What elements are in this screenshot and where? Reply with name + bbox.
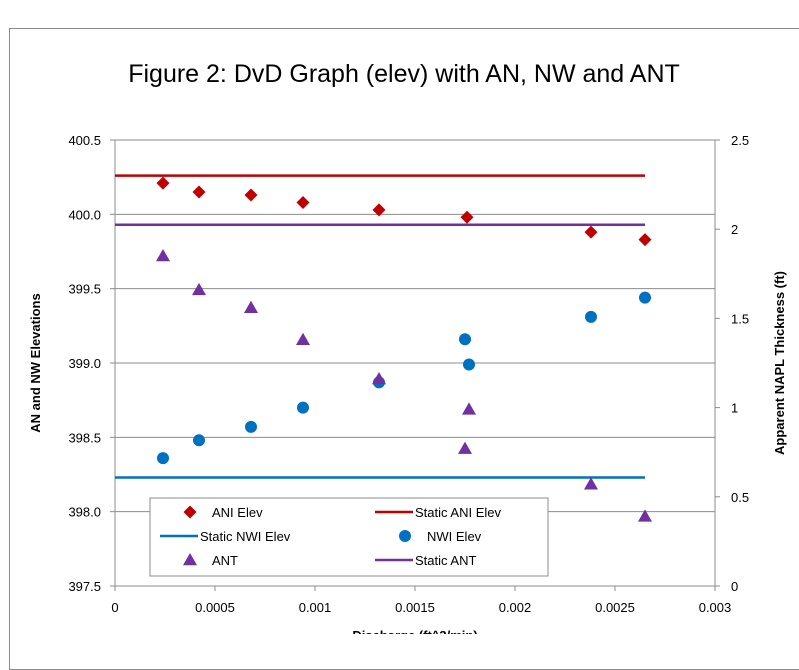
nwi-elev-point bbox=[639, 291, 651, 304]
nwi-elev-point bbox=[459, 333, 471, 346]
ant-point bbox=[372, 372, 386, 385]
legend-swatch-ant bbox=[183, 553, 197, 566]
ani-elev-point bbox=[460, 210, 474, 224]
legend-label-static-ani-elev: Static ANI Elev bbox=[415, 505, 501, 520]
x-tick-label: 0 bbox=[111, 600, 118, 615]
y-tick-label: 400.0 bbox=[68, 207, 101, 222]
x-tick-label: 0.0005 bbox=[195, 600, 235, 615]
ant-point bbox=[462, 402, 476, 415]
ani-elev-point bbox=[244, 188, 258, 202]
legend-label-static-ant: Static ANT bbox=[415, 553, 476, 568]
ant-point bbox=[584, 477, 598, 490]
legend-label-ani-elev: ANI Elev bbox=[212, 505, 263, 520]
legend-swatch-ani-elev bbox=[183, 505, 197, 519]
y-axis-label: AN and NW Elevations bbox=[28, 293, 43, 432]
y-tick-label: 399.0 bbox=[68, 356, 101, 371]
x-axis-label: Discharge (ft^3/min) bbox=[352, 628, 477, 634]
ani-elev-point bbox=[192, 185, 206, 199]
legend-swatch-nwi-elev bbox=[399, 530, 411, 542]
x-tick-label: 0.001 bbox=[299, 600, 332, 615]
x-tick-label: 0.0025 bbox=[595, 600, 635, 615]
chart-title: Figure 2: DvD Graph (elev) with AN, NW a… bbox=[128, 60, 680, 88]
nwi-elev-point bbox=[297, 401, 309, 414]
ani-elev-point bbox=[584, 225, 598, 239]
y2-tick-label: 1 bbox=[731, 401, 738, 416]
ant-point bbox=[244, 300, 258, 313]
y2-tick-label: 2 bbox=[731, 222, 738, 237]
ant-point bbox=[192, 282, 206, 296]
y2-axis-label: Apparent NAPL Thickness (ft) bbox=[772, 271, 787, 455]
nwi-elev-point bbox=[585, 310, 597, 323]
ani-elev-point bbox=[372, 203, 386, 217]
y-tick-label: 400.5 bbox=[68, 133, 101, 148]
y2-tick-label: 0.5 bbox=[731, 490, 749, 505]
ant-point bbox=[296, 332, 310, 346]
y2-tick-label: 0 bbox=[731, 579, 738, 594]
x-tick-label: 0.0015 bbox=[395, 600, 435, 615]
legend-box bbox=[149, 497, 549, 577]
ant-point bbox=[638, 509, 652, 522]
y-tick-label: 398.0 bbox=[68, 505, 101, 520]
ani-elev-point bbox=[156, 176, 170, 190]
ani-elev-point bbox=[296, 195, 310, 209]
y-tick-label: 399.5 bbox=[68, 282, 101, 297]
x-tick-label: 0.002 bbox=[499, 600, 532, 615]
y2-tick-label: 1.5 bbox=[731, 311, 749, 326]
ant-point bbox=[156, 248, 170, 262]
y2-tick-label: 2.5 bbox=[731, 133, 749, 148]
y-tick-label: 397.5 bbox=[68, 579, 101, 594]
x-tick-label: 0.003 bbox=[699, 600, 732, 615]
ant-point bbox=[458, 441, 472, 454]
ani-elev-point bbox=[638, 233, 652, 247]
nwi-elev-point bbox=[463, 358, 475, 371]
legend-label-ant: ANT bbox=[212, 553, 238, 568]
dvd-chart: Figure 2: DvD Graph (elev) with AN, NW a… bbox=[28, 60, 787, 634]
legend-label-static-nwi-elev: Static NWI Elev bbox=[200, 529, 291, 544]
nwi-elev-point bbox=[193, 434, 205, 447]
y-tick-label: 398.5 bbox=[68, 430, 101, 445]
nwi-elev-point bbox=[157, 452, 169, 465]
nwi-elev-point bbox=[245, 420, 257, 433]
legend-label-nwi-elev: NWI Elev bbox=[427, 529, 482, 544]
